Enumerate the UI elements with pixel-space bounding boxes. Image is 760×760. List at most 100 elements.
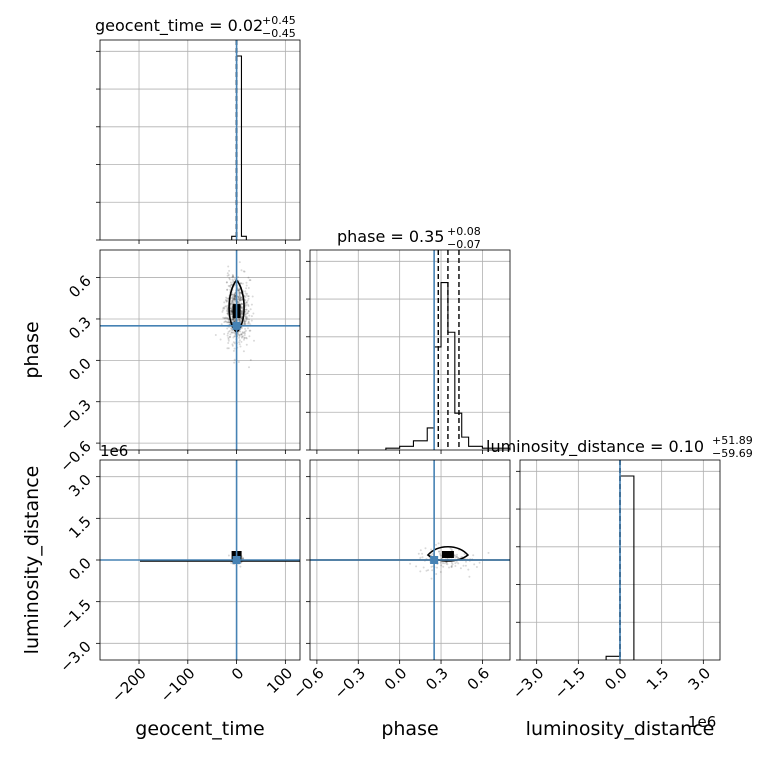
sample-point [446,563,449,566]
sample-point [419,556,422,559]
sample-point [450,561,453,564]
sample-point [240,303,243,306]
sample-point [244,315,247,318]
sample-point [455,560,458,563]
sample-point [245,294,248,297]
sample-point [238,319,241,322]
sample-point [231,318,234,321]
sample-point [250,315,253,318]
sample-point [229,310,232,312]
tick-label-x: 3.0 [685,664,715,694]
sample-point [225,320,228,323]
sample-point [245,284,248,287]
svg-text:phase = 0.35: phase = 0.35 [337,227,444,246]
sample-point [230,329,233,332]
sample-point [233,298,235,301]
tick-label-x: 0.3 [422,664,452,694]
sample-point [240,282,243,285]
sample-point [226,297,229,300]
sample-point [457,556,459,559]
sample-point [240,311,243,314]
sample-point [240,306,243,309]
sample-point [230,309,233,312]
sample-point [230,300,233,303]
sample-point [239,298,242,300]
sample-point [244,296,247,298]
tick-label-y: 1.5 [65,512,95,542]
sample-point [233,294,236,297]
xlabel-geocent-time: geocent_time [135,718,264,740]
sample-point [234,297,236,300]
sample-point [231,331,233,334]
sample-point [228,321,231,323]
sample-point [233,317,235,320]
sample-point [225,296,228,299]
sample-point [455,556,458,558]
sample-point [233,294,236,297]
sample-point [454,554,457,557]
sample-point [249,329,252,332]
svg-text:+51.89: +51.89 [712,434,753,447]
sample-point [438,550,441,553]
contour-core [441,551,454,558]
sample-point [242,557,244,560]
sample-point [238,295,241,297]
sample-point [230,283,233,286]
sample-point [232,331,235,334]
sample-point [245,343,248,346]
sample-point [242,350,245,353]
sample-point [245,308,248,311]
sample-point [237,289,240,292]
sample-point [233,298,236,301]
sample-point [223,321,226,324]
sample-point [253,339,255,342]
sample-point [238,333,241,336]
sample-point [240,336,243,339]
sample-point [439,571,442,573]
sample-point [239,293,241,296]
sample-point [243,334,246,337]
sample-point [232,336,235,339]
sample-point [468,575,471,578]
sample-point [225,305,228,308]
sample-point [244,327,247,330]
sample-point [473,563,476,566]
sample-point [226,307,229,309]
sample-point [232,319,235,322]
sample-point [227,321,230,324]
sample-point [247,287,250,289]
ylabel-luminosity-distance: luminosity_distance [21,466,43,655]
sample-point [245,308,248,311]
sample-point [239,282,242,285]
sample-point [455,553,458,556]
sample-point [244,305,247,308]
sample-point [431,552,434,555]
sample-point [233,278,236,281]
sample-point [238,341,241,344]
sample-point [229,304,232,307]
sample-point [239,319,241,322]
title-geocent-time: geocent_time = 0.02 +0.45 −0.45 [95,14,296,40]
sample-point [237,295,240,298]
sample-point [421,556,424,559]
sample-point [249,279,252,282]
sample-point [419,570,422,573]
sample-point [232,317,235,320]
sample-point [241,332,244,335]
sample-point [240,333,242,336]
sample-point [240,317,243,320]
sample-point [415,565,418,568]
xlabel-luminosity-distance: luminosity_distance [526,718,715,740]
sample-point [230,310,233,313]
sample-point [436,566,438,569]
panel-phase-vs-geocent_time: −0.6−0.3 0.0 0.3 0.6 [56,249,301,476]
sample-point [475,566,478,568]
sample-point [220,323,223,326]
sample-point [239,296,242,299]
sample-point [243,270,246,273]
sample-point [234,295,237,298]
sample-point [234,298,237,301]
sample-point [250,303,253,306]
sample-point [246,292,249,295]
sample-point [239,298,241,300]
